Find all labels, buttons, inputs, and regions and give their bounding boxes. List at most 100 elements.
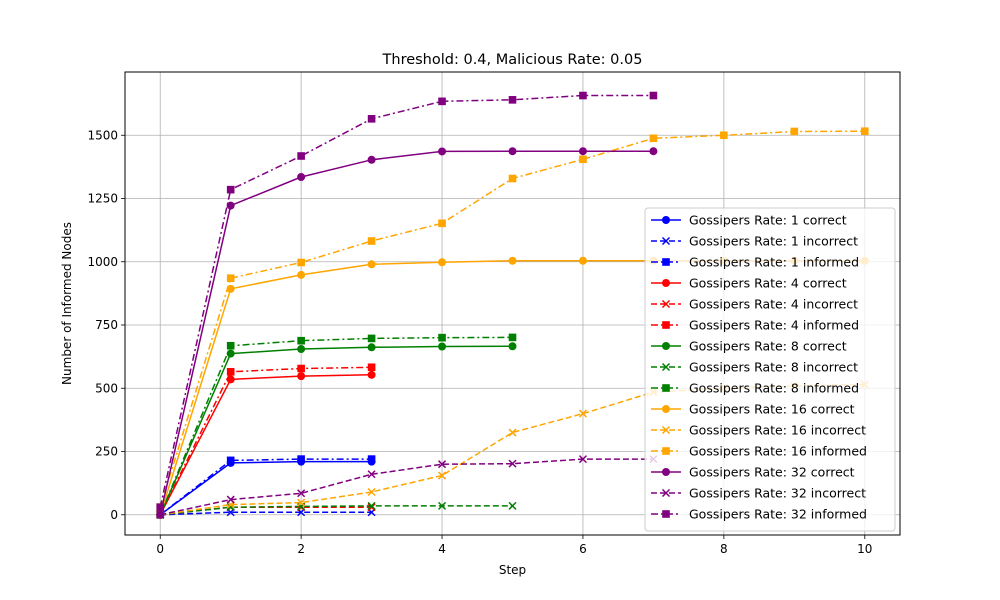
legend-label: Gossipers Rate: 8 correct [689,339,847,354]
data-point [438,219,446,228]
data-point [579,155,587,164]
data-point [367,334,376,343]
plot-frame [124,71,901,536]
data-point [720,131,728,140]
legend-entry: Gossipers Rate: 16 correct [651,402,855,417]
y-tick-label: 500 [95,381,118,395]
y-tick-label: 0 [110,508,118,522]
x-tick-label: 0 [156,542,164,556]
legend-entry: Gossipers Rate: 1 informed [651,255,859,270]
legend-label: Gossipers Rate: 16 informed [689,444,867,459]
data-point [579,91,587,100]
series-line [159,336,513,516]
marker-stroke [367,487,376,497]
data-point [297,372,306,381]
axis-ticks: 0 2 4 6 8 10 0 250 500 750 1000 1250 1500 [87,128,872,556]
x-tick-label: 4 [438,542,446,556]
legend-marker [662,321,670,329]
marker-stroke [297,489,306,498]
y-axis-title: Number of Informed Nodes [60,222,74,385]
legend-label: Gossipers Rate: 32 correct [689,465,855,480]
data-point [226,201,235,210]
legend-entry: Gossipers Rate: 4 incorrect [651,297,858,312]
legend-label: Gossipers Rate: 1 correct [689,213,847,228]
marker-stroke [367,470,376,479]
data-point [297,364,305,373]
data-point [438,258,447,267]
series-line [159,374,372,516]
data-point [367,260,376,269]
marker-stroke [508,459,517,468]
marker-stroke [438,460,447,469]
data-point [297,345,306,354]
data-point [649,91,658,100]
data-point [367,470,376,479]
legend-entry: Gossipers Rate: 8 correct [651,339,847,354]
legend-label: Gossipers Rate: 8 incorrect [689,360,858,375]
data-point [438,501,447,510]
data-point [297,489,306,498]
legend-label: Gossipers Rate: 32 incorrect [689,486,866,501]
legend-marker [661,236,671,246]
data-point [226,368,235,376]
data-point [438,333,446,342]
legend-entry: Gossipers Rate: 1 incorrect [651,234,858,249]
legend-marker [662,447,670,455]
data-point [156,510,165,519]
legend-label: Gossipers Rate: 1 incorrect [689,234,858,249]
data-point [367,503,376,512]
legend-marker [662,342,670,350]
series-line [160,511,372,516]
legend-entry: Gossipers Rate: 4 informed [651,318,859,333]
marker-stroke [661,362,671,372]
data-point [297,270,306,279]
data-point [790,127,799,136]
legend-label: Gossipers Rate: 16 incorrect [689,423,866,438]
legend-marker [661,425,671,435]
marker-stroke [367,503,376,512]
data-point [649,147,658,156]
data-point [226,341,235,350]
x-tick-label: 10 [857,542,872,556]
data-point [438,147,447,156]
legend-entry: Gossipers Rate: 32 incorrect [651,486,866,501]
data-point [508,459,517,468]
data-point [508,333,517,342]
data-point [297,172,306,181]
data-point [367,343,376,352]
data-point [156,503,165,511]
legend: Gossipers Rate: 1 correct Gossipers Rate:… [644,207,896,532]
y-tick-label: 1000 [87,255,118,269]
legend-entry: Gossipers Rate: 16 incorrect [651,423,866,438]
data-point [226,185,235,194]
series-line [159,458,372,516]
legend-entry: Gossipers Rate: 32 correct [651,465,855,480]
data-point [226,349,235,358]
marker-stroke [661,299,671,309]
chart-title: Threshold: 0.4, Malicious Rate: 0.05 [382,52,643,68]
data-point [297,455,305,463]
data-point [578,147,587,156]
data-point [297,498,306,507]
data-point [649,134,658,143]
marker-stroke [297,498,306,507]
series-6 [156,342,517,519]
data-point [226,495,235,504]
data-point [367,363,376,372]
data-point [367,237,376,245]
y-tick-label: 250 [95,445,118,459]
series-line [160,458,654,516]
series-14 [156,91,658,511]
x-axis-title: Step [499,563,526,577]
data-point [226,456,235,465]
legend-marker [661,299,671,309]
data-point [508,147,517,156]
legend-label: Gossipers Rate: 4 incorrect [689,297,858,312]
legend-entry: Gossipers Rate: 16 informed [651,444,867,459]
data-point [367,487,376,497]
legend-marker [662,468,670,476]
data-point [367,115,376,123]
data-point [367,501,376,510]
series-line [159,460,372,516]
